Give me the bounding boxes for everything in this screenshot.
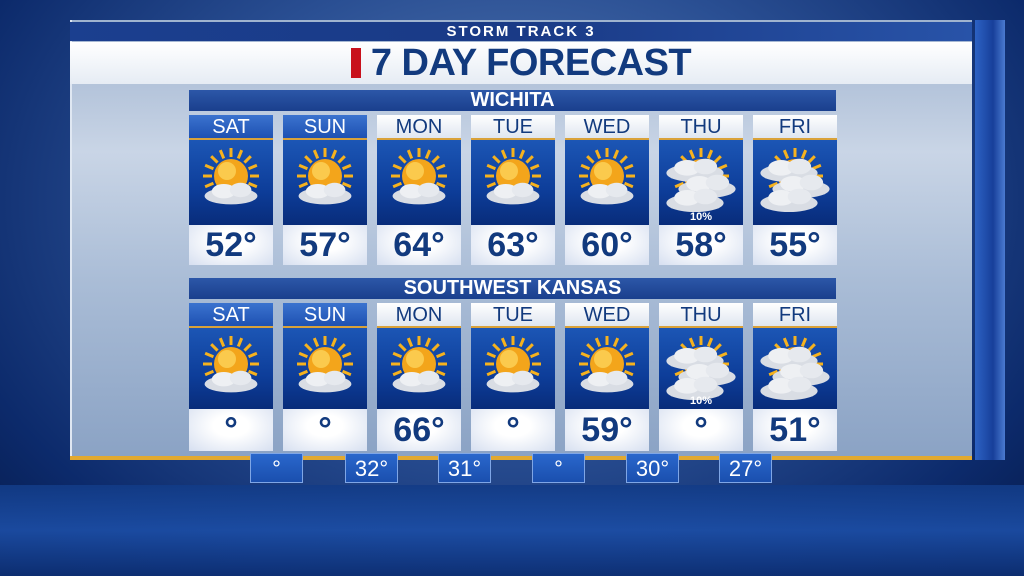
day-label: TUE [471, 115, 555, 140]
day-card: SAT 52° [189, 115, 273, 265]
partly-sunny-icon [485, 336, 541, 393]
weather-icon-area [283, 328, 367, 409]
high-temp: 64° [377, 225, 461, 265]
partly-sunny-icon [485, 148, 541, 205]
day-card: THU 10% 58° [659, 115, 743, 265]
weather-icon-area: 10% [659, 140, 743, 225]
day-label: MON [377, 115, 461, 140]
partly-sunny-icon [297, 336, 353, 393]
weather-icon-area [377, 328, 461, 409]
weather-icon-area [189, 328, 273, 409]
partly-sunny-icon [297, 148, 353, 205]
high-temp: 55° [753, 225, 837, 265]
partly-sunny-icon [203, 336, 259, 393]
mostly-cloudy-icon [760, 148, 830, 212]
low-temp: ° [250, 453, 303, 483]
day-label: FRI [753, 303, 837, 328]
partly-sunny-icon [579, 336, 635, 393]
weather-icon-area [471, 140, 555, 225]
decorative-bar [975, 20, 1005, 460]
high-temp: ° [471, 409, 555, 451]
low-temp: 30° [626, 453, 679, 483]
partly-sunny-icon [579, 148, 635, 205]
weather-icon-area [189, 140, 273, 225]
high-temp: 66° [377, 409, 461, 451]
partly-sunny-icon [203, 148, 259, 205]
day-card: FRI 51° [753, 303, 837, 451]
day-card: SUN 57° [283, 115, 367, 265]
partly-sunny-icon [391, 148, 447, 205]
high-temp: 51° [753, 409, 837, 451]
high-temp: ° [189, 409, 273, 451]
day-card: SAT ° [189, 303, 273, 451]
weather-icon-area [283, 140, 367, 225]
day-label: SAT [189, 115, 273, 140]
day-label: WED [565, 115, 649, 140]
partly-sunny-icon [391, 336, 447, 393]
day-label: SAT [189, 303, 273, 328]
high-temp: ° [283, 409, 367, 451]
day-label: THU [659, 115, 743, 140]
weather-icon-area: 10% [659, 328, 743, 409]
high-temp: 52° [189, 225, 273, 265]
weather-icon-area [753, 140, 837, 225]
day-label: FRI [753, 115, 837, 140]
weather-icon-area [377, 140, 461, 225]
day-card: SUN ° [283, 303, 367, 451]
day-label: MON [377, 303, 461, 328]
day-label: THU [659, 303, 743, 328]
day-card: THU 10% ° [659, 303, 743, 451]
weather-icon-area [471, 328, 555, 409]
high-temp: 59° [565, 409, 649, 451]
day-label: WED [565, 303, 649, 328]
day-card: WED 60° [565, 115, 649, 265]
high-temp: 57° [283, 225, 367, 265]
high-temp: 58° [659, 225, 743, 265]
mostly-cloudy-icon [760, 336, 830, 400]
day-card: FRI 55° [753, 115, 837, 265]
precip-chance: 10% [689, 395, 713, 407]
weather-icon-area [565, 328, 649, 409]
mostly-cloudy-icon [666, 336, 736, 400]
region-banner: WICHITA [189, 90, 836, 111]
day-card: MON 66° [377, 303, 461, 451]
day-label: SUN [283, 115, 367, 140]
low-temp: 31° [438, 453, 491, 483]
day-card: WED 59° [565, 303, 649, 451]
title-bar: 7 DAY FORECAST [70, 42, 972, 84]
high-temp: 63° [471, 225, 555, 265]
low-temp: 27° [719, 453, 772, 483]
brand-bar: STORM TRACK 3 [70, 22, 972, 41]
weather-icon-area [753, 328, 837, 409]
page-title: 7 DAY FORECAST [370, 41, 692, 84]
high-temp: ° [659, 409, 743, 451]
low-temp: ° [532, 453, 585, 483]
day-card: MON 64° [377, 115, 461, 265]
low-temp: 32° [345, 453, 398, 483]
precip-chance: 10% [689, 211, 713, 223]
high-temp: 60° [565, 225, 649, 265]
day-label: SUN [283, 303, 367, 328]
day-card: TUE ° [471, 303, 555, 451]
weather-icon-area [565, 140, 649, 225]
region-banner: SOUTHWEST KANSAS [189, 278, 836, 299]
day-label: TUE [471, 303, 555, 328]
accent-bar [350, 48, 361, 78]
reflection-floor [0, 485, 1024, 576]
day-card: TUE 63° [471, 115, 555, 265]
gold-divider [70, 456, 972, 460]
mostly-cloudy-icon [666, 148, 736, 212]
